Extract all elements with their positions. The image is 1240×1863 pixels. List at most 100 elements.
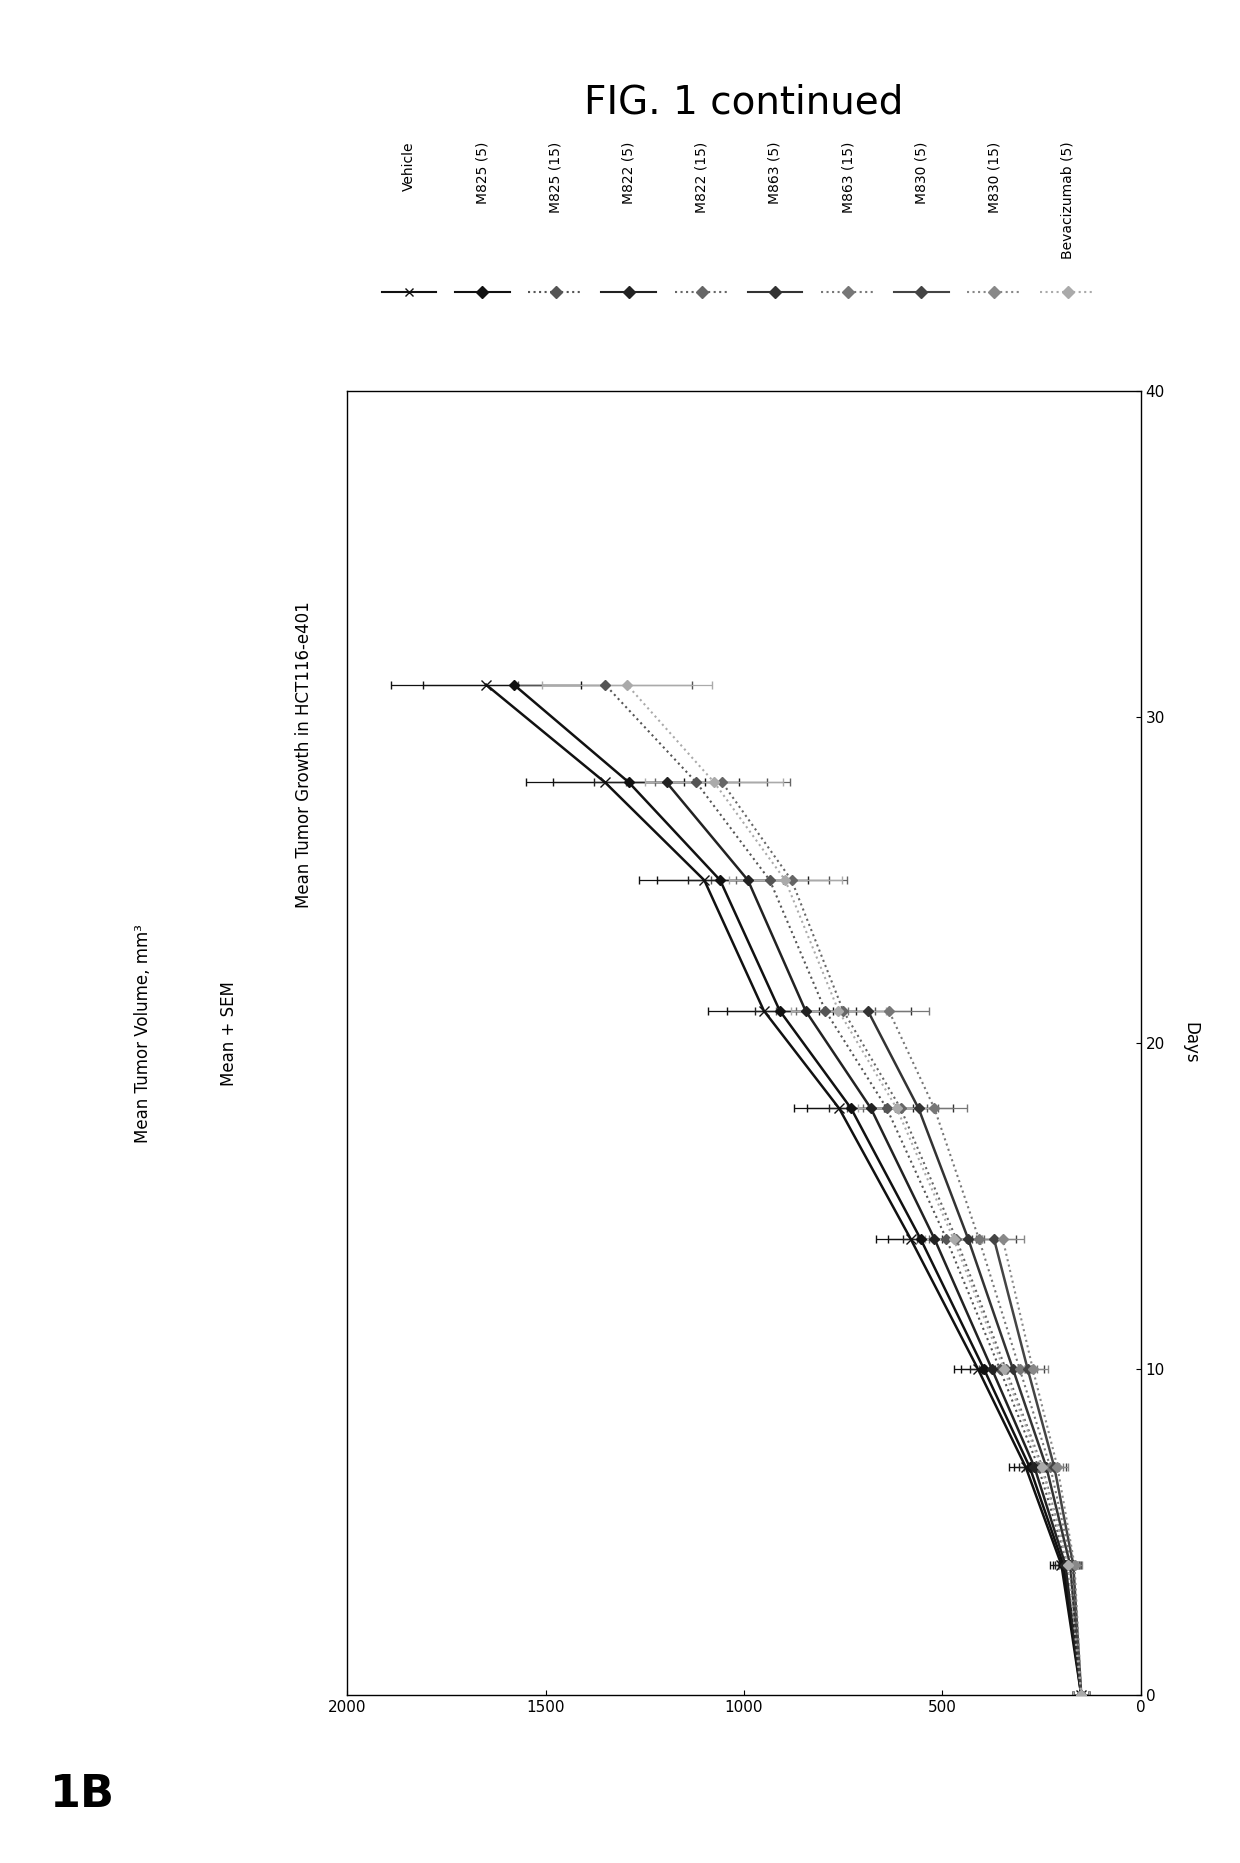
Text: 1B: 1B	[50, 1774, 114, 1816]
M822 (5)	[660, 771, 675, 794]
M863 (5)	[1039, 1457, 1054, 1479]
M825 (15)	[1030, 1457, 1045, 1479]
M822 (15)	[949, 1228, 963, 1250]
M830 (15)	[1074, 1684, 1089, 1707]
Vehicle	[832, 1097, 847, 1120]
M863 (5)	[961, 1228, 976, 1250]
M863 (15)	[928, 1097, 942, 1120]
M825 (15)	[939, 1228, 954, 1250]
Bevacizumab (5)	[620, 674, 635, 697]
M830 (15)	[1068, 1554, 1083, 1576]
Bevacizumab (5)	[1074, 1684, 1089, 1707]
M822 (5)	[985, 1358, 999, 1380]
M863 (5)	[911, 1097, 926, 1120]
M830 (5)	[1021, 1358, 1035, 1380]
Vehicle	[903, 1228, 918, 1250]
M825 (5)	[913, 1228, 928, 1250]
Vehicle	[1074, 1684, 1089, 1707]
M830 (5)	[987, 1228, 1002, 1250]
Text: M863 (15): M863 (15)	[841, 142, 856, 212]
M830 (5)	[1074, 1684, 1089, 1707]
M822 (5)	[928, 1228, 942, 1250]
Bevacizumab (5)	[1034, 1457, 1049, 1479]
Vehicle	[697, 870, 712, 892]
Line: Bevacizumab (5): Bevacizumab (5)	[624, 682, 1085, 1699]
M825 (5)	[1022, 1457, 1037, 1479]
M822 (15)	[714, 771, 729, 794]
Text: M825 (15): M825 (15)	[548, 142, 563, 212]
Line: Vehicle: Vehicle	[481, 680, 1086, 1701]
M863 (15)	[1012, 1358, 1027, 1380]
M822 (5)	[799, 1000, 813, 1023]
M825 (5)	[713, 870, 728, 892]
M825 (15)	[1060, 1554, 1075, 1576]
M825 (5)	[977, 1358, 992, 1380]
Bevacizumab (5)	[707, 771, 722, 794]
M825 (15)	[598, 674, 613, 697]
Line: M825 (15): M825 (15)	[601, 682, 1085, 1699]
Text: Mean Tumor Growth in HCT116-e401: Mean Tumor Growth in HCT116-e401	[295, 602, 312, 907]
Vehicle	[1054, 1554, 1069, 1576]
M863 (15)	[1043, 1457, 1058, 1479]
Text: M822 (15): M822 (15)	[694, 142, 709, 212]
Line: M863 (15): M863 (15)	[885, 1008, 1085, 1699]
M825 (5)	[506, 674, 521, 697]
Line: M863 (5): M863 (5)	[864, 1008, 1085, 1699]
M830 (5)	[1047, 1457, 1061, 1479]
Text: M822 (5): M822 (5)	[621, 142, 636, 203]
M825 (5)	[843, 1097, 858, 1120]
M822 (5)	[863, 1097, 878, 1120]
M863 (15)	[1074, 1684, 1089, 1707]
M822 (15)	[1061, 1554, 1076, 1576]
M863 (15)	[1064, 1554, 1079, 1576]
M822 (5)	[740, 870, 755, 892]
M863 (15)	[882, 1000, 897, 1023]
Y-axis label: Days: Days	[1182, 1023, 1200, 1064]
Text: Vehicle: Vehicle	[402, 142, 417, 192]
M825 (15)	[992, 1358, 1007, 1380]
M825 (5)	[1074, 1684, 1089, 1707]
Bevacizumab (5)	[997, 1358, 1012, 1380]
M863 (5)	[1074, 1684, 1089, 1707]
Text: Mean Tumor Volume, mm³: Mean Tumor Volume, mm³	[134, 924, 151, 1144]
M825 (15)	[879, 1097, 894, 1120]
Vehicle	[479, 674, 494, 697]
Vehicle	[756, 1000, 771, 1023]
M822 (5)	[1074, 1684, 1089, 1707]
Text: M830 (15): M830 (15)	[987, 142, 1002, 212]
Line: M825 (5): M825 (5)	[511, 682, 1085, 1699]
Text: M825 (5): M825 (5)	[475, 142, 490, 203]
Text: Mean + SEM: Mean + SEM	[221, 982, 238, 1086]
Line: M822 (15): M822 (15)	[719, 779, 1085, 1699]
M863 (5)	[1063, 1554, 1078, 1576]
Text: M830 (5): M830 (5)	[914, 142, 929, 203]
M825 (5)	[1056, 1554, 1071, 1576]
Bevacizumab (5)	[889, 1097, 904, 1120]
M825 (5)	[621, 771, 636, 794]
Text: FIG. 1 continued: FIG. 1 continued	[584, 84, 904, 121]
M825 (15)	[818, 1000, 833, 1023]
M822 (15)	[893, 1097, 908, 1120]
M863 (5)	[861, 1000, 875, 1023]
Bevacizumab (5)	[777, 870, 792, 892]
M830 (15)	[996, 1228, 1011, 1250]
M822 (15)	[836, 1000, 851, 1023]
M825 (15)	[763, 870, 777, 892]
Bevacizumab (5)	[1060, 1554, 1075, 1576]
Vehicle	[971, 1358, 986, 1380]
M822 (5)	[1058, 1554, 1073, 1576]
M830 (15)	[1025, 1358, 1040, 1380]
M825 (15)	[689, 771, 704, 794]
M822 (15)	[1035, 1457, 1050, 1479]
M822 (5)	[1027, 1457, 1042, 1479]
Line: M830 (15): M830 (15)	[999, 1235, 1085, 1699]
M830 (5)	[1066, 1554, 1081, 1576]
M822 (15)	[1074, 1684, 1089, 1707]
Bevacizumab (5)	[946, 1228, 961, 1250]
Text: Bevacizumab (5): Bevacizumab (5)	[1060, 142, 1075, 259]
M863 (15)	[971, 1228, 986, 1250]
M825 (5)	[773, 1000, 787, 1023]
Text: M863 (5): M863 (5)	[768, 142, 782, 205]
M822 (15)	[998, 1358, 1013, 1380]
M830 (15)	[1050, 1457, 1065, 1479]
